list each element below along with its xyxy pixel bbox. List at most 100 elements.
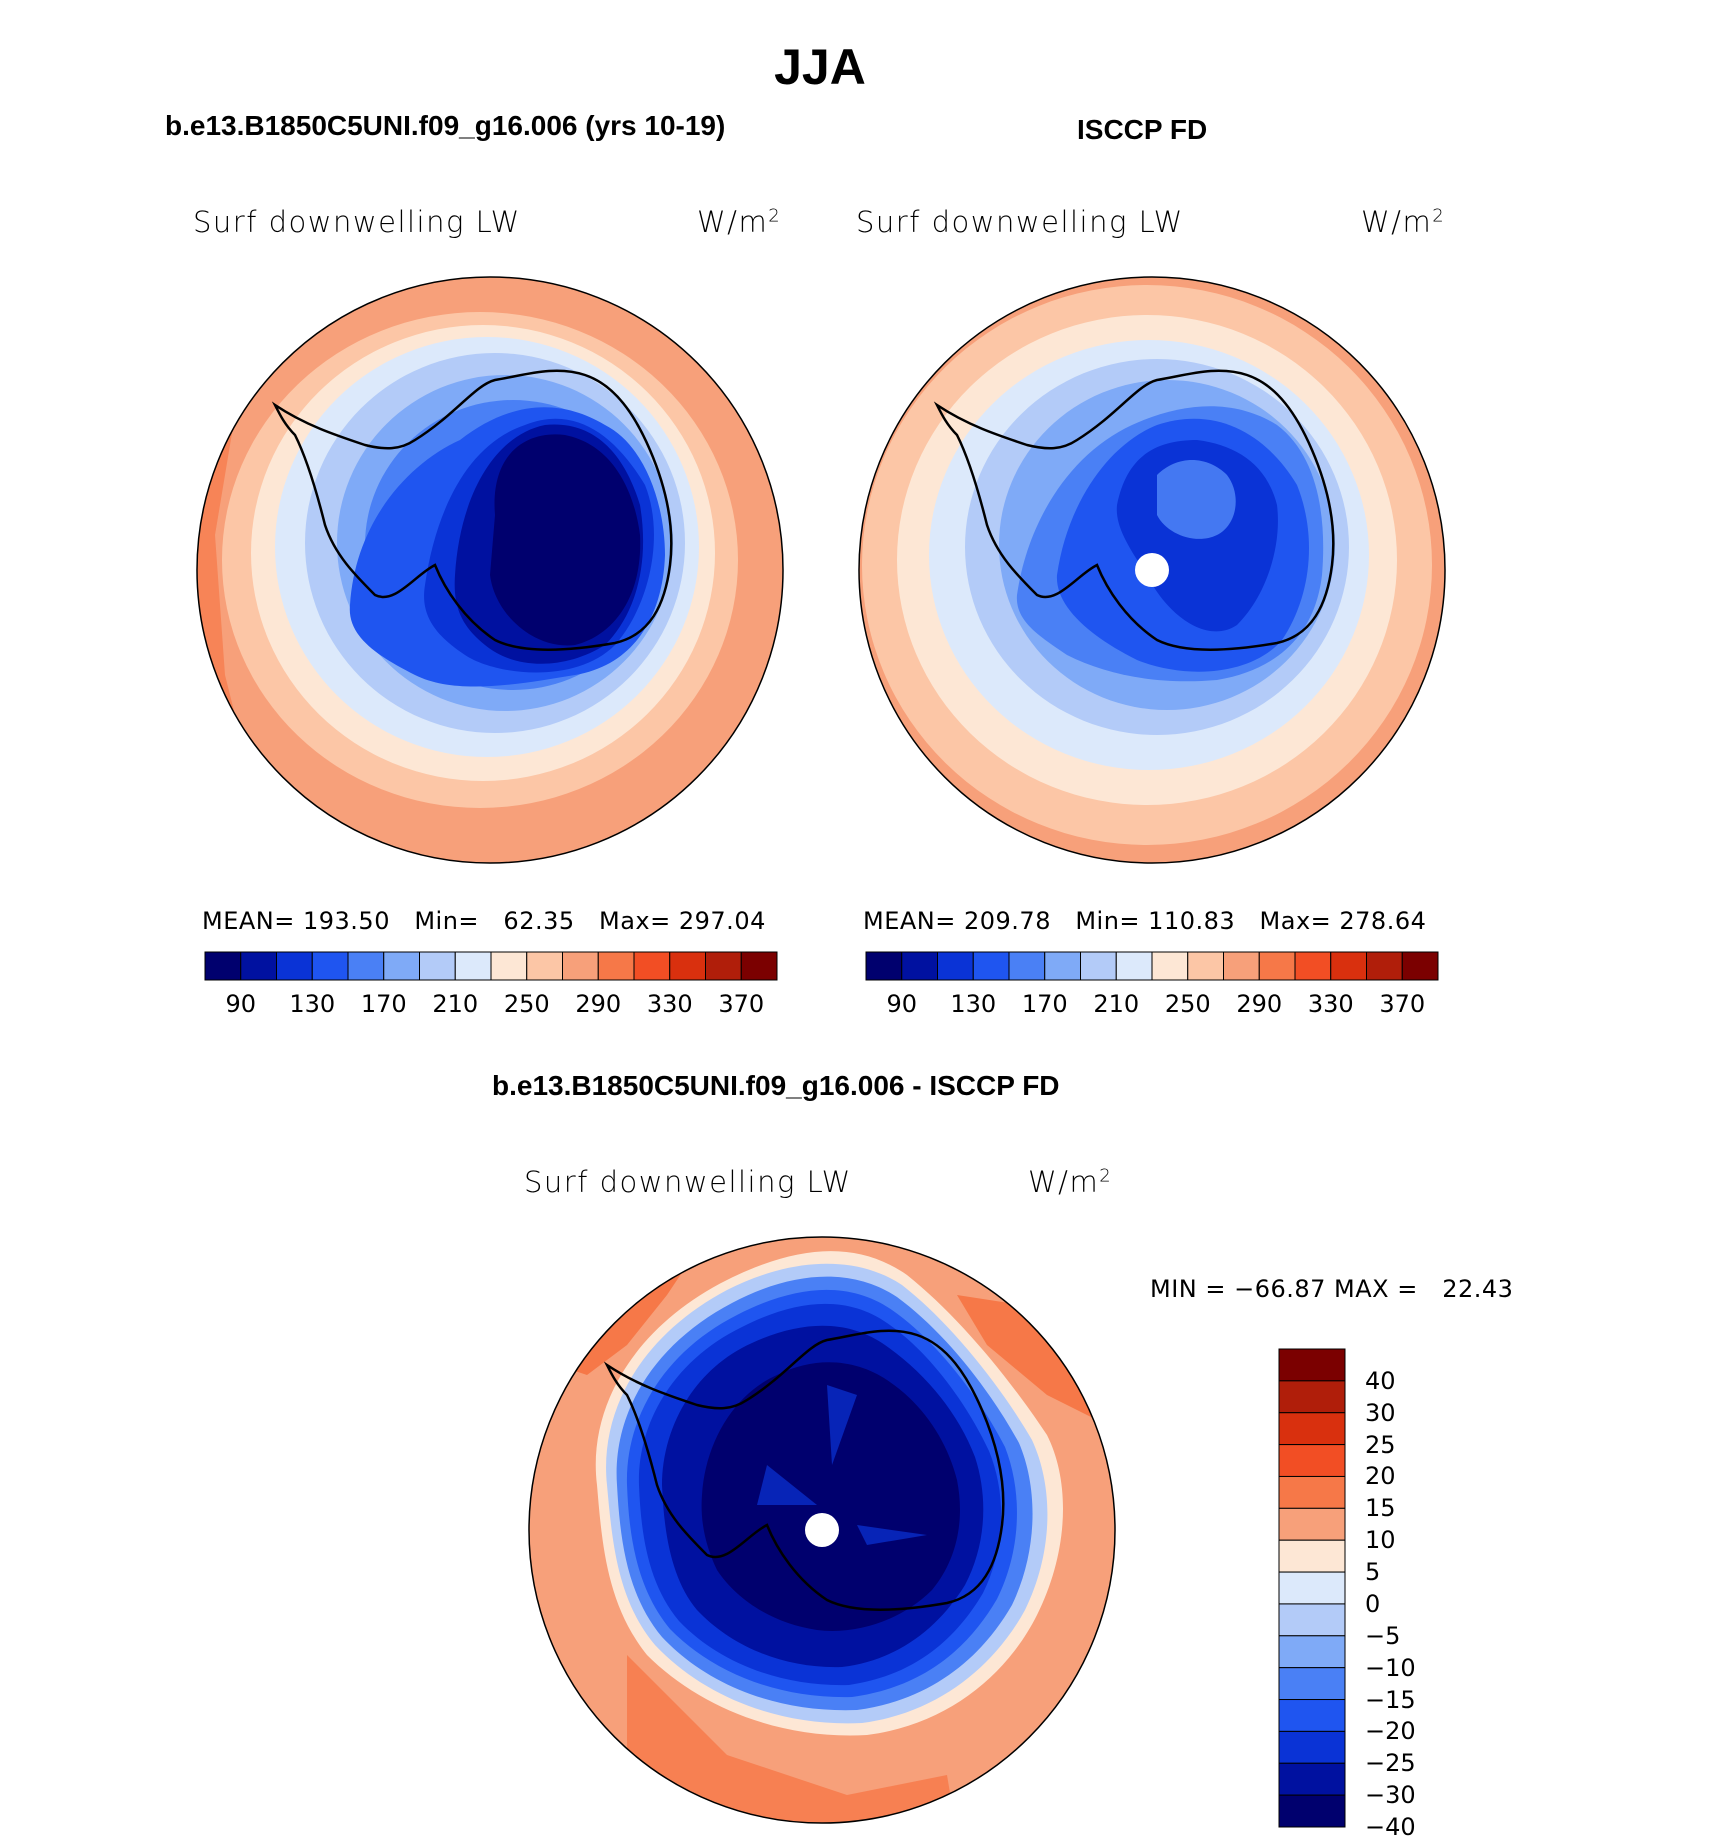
colorbar-tick-label: 370	[1379, 990, 1426, 1018]
colorbar-swatch	[1278, 1699, 1346, 1732]
difference-title: b.e13.B1850C5UNI.f09_g16.006 - ISCCP FD	[492, 1070, 1060, 1101]
obs-polar-map	[858, 276, 1446, 864]
colorbar-swatch	[240, 951, 277, 981]
colorbar-tick-label: 290	[575, 990, 622, 1018]
colorbar-swatch	[1278, 1635, 1346, 1669]
colorbar-swatch	[669, 951, 706, 981]
colorbar-tick-label: 130	[950, 990, 997, 1018]
colorbar-tick-label: 90	[225, 990, 257, 1018]
colorbar-swatch	[865, 951, 903, 981]
colorbar-tick-label: −40	[1365, 1813, 1416, 1841]
colorbar-swatch	[1278, 1603, 1346, 1637]
variable-label: Surf downwelling LW	[193, 205, 521, 239]
colorbar-tick-label: −5	[1365, 1621, 1401, 1650]
colorbar-swatch	[1278, 1762, 1346, 1796]
difference-stats: MIN = −66.87 MAX = 22.43	[1150, 1275, 1514, 1303]
colorbar-tick-label: 15	[1365, 1494, 1396, 1523]
model-case-title: b.e13.B1850C5UNI.f09_g16.006 (yrs 10-19)	[165, 110, 726, 141]
model-stats: MEAN= 193.50 Min= 62.35 Max= 297.04	[202, 907, 766, 935]
variable-label: Surf downwelling LW	[524, 1165, 852, 1199]
colorbar-tick-label: 330	[646, 990, 693, 1018]
colorbar-tick-label: 210	[432, 990, 479, 1018]
colorbar-swatch	[901, 951, 938, 981]
model-colorbar	[204, 951, 778, 981]
colorbar-swatch	[1278, 1667, 1346, 1701]
unit-label: W/m2	[1361, 205, 1446, 239]
colorbar-tick-label: 10	[1365, 1526, 1396, 1555]
colorbar-tick-label: 90	[886, 990, 918, 1018]
colorbar-tick-label: 0	[1365, 1589, 1381, 1618]
colorbar-swatch	[1401, 951, 1439, 981]
colorbar-swatch	[419, 951, 456, 981]
difference-colorbar-labels: 40 30 25 20 15 10 5 0 −5 −10 −15 −20 −25 −30 −40	[1365, 1349, 1485, 1841]
colorbar-tick-label: 210	[1093, 990, 1140, 1018]
colorbar-tick-label: 40	[1365, 1366, 1396, 1395]
colorbar-swatch	[1080, 951, 1117, 981]
colorbar-tick-label: 25	[1365, 1430, 1396, 1459]
colorbar-swatch	[705, 951, 742, 981]
colorbar-tick-label: 290	[1236, 990, 1283, 1018]
colorbar-tick-label: 170	[360, 990, 407, 1018]
variable-label: Surf downwelling LW	[856, 205, 1184, 239]
colorbar-swatch	[1278, 1380, 1346, 1414]
colorbar-swatch	[1278, 1539, 1346, 1573]
colorbar-swatch	[1278, 1412, 1346, 1446]
model-colorbar-labels: 90 130 170 210 250 290 330 370	[205, 990, 777, 1020]
colorbar-swatch	[740, 951, 778, 981]
colorbar-swatch	[1115, 951, 1153, 981]
colorbar-tick-label: 30	[1365, 1398, 1396, 1427]
colorbar-tick-label: 250	[1164, 990, 1211, 1018]
colorbar-swatch	[1294, 951, 1332, 981]
colorbar-tick-label: 5	[1365, 1558, 1381, 1587]
colorbar-tick-label: 330	[1307, 990, 1354, 1018]
colorbar-swatch	[276, 951, 313, 981]
colorbar-tick-label: 170	[1021, 990, 1068, 1018]
colorbar-tick-label: −30	[1365, 1781, 1416, 1810]
colorbar-swatch	[490, 951, 528, 981]
unit-label: W/m2	[697, 205, 782, 239]
colorbar-swatch	[1278, 1348, 1346, 1382]
colorbar-swatch	[311, 951, 349, 981]
colorbar-swatch	[1330, 951, 1367, 981]
colorbar-swatch	[204, 951, 242, 981]
colorbar-swatch	[1278, 1571, 1346, 1605]
colorbar-swatch	[633, 951, 671, 981]
colorbar-tick-label: 20	[1365, 1462, 1396, 1491]
colorbar-swatch	[562, 951, 599, 981]
colorbar-swatch	[1278, 1507, 1346, 1541]
colorbar-swatch	[1044, 951, 1081, 981]
colorbar-swatch	[1187, 951, 1224, 981]
colorbar-swatch	[1366, 951, 1403, 981]
difference-colorbar	[1278, 1348, 1346, 1828]
colorbar-swatch	[597, 951, 635, 981]
colorbar-tick-label: 250	[503, 990, 550, 1018]
figure-title: JJA	[774, 39, 866, 95]
colorbar-swatch	[972, 951, 1010, 981]
colorbar-swatch	[1223, 951, 1260, 981]
colorbar-tick-label: −20	[1365, 1717, 1416, 1746]
colorbar-swatch	[1258, 951, 1296, 981]
colorbar-tick-label: −10	[1365, 1653, 1416, 1682]
colorbar-swatch	[1278, 1794, 1346, 1828]
colorbar-tick-label: 130	[289, 990, 336, 1018]
colorbar-tick-label: −25	[1365, 1749, 1416, 1778]
obs-colorbar	[865, 951, 1439, 981]
obs-colorbar-labels: 90 130 170 210 250 290 330 370	[866, 990, 1438, 1020]
obs-stats: MEAN= 209.78 Min= 110.83 Max= 278.64	[863, 907, 1427, 935]
colorbar-swatch	[1278, 1444, 1346, 1477]
unit-label: W/m2	[1028, 1165, 1113, 1199]
colorbar-tick-label: 370	[718, 990, 765, 1018]
colorbar-swatch	[1151, 951, 1189, 981]
colorbar-swatch	[1278, 1730, 1346, 1764]
colorbar-swatch	[1008, 951, 1046, 981]
colorbar-swatch	[1278, 1475, 1346, 1509]
difference-polar-map	[528, 1236, 1116, 1824]
obs-case-title: ISCCP FD	[1077, 114, 1208, 145]
model-polar-map	[196, 276, 784, 864]
colorbar-swatch	[347, 951, 385, 981]
colorbar-swatch	[383, 951, 420, 981]
colorbar-swatch	[526, 951, 563, 981]
colorbar-swatch	[454, 951, 492, 981]
colorbar-tick-label: −15	[1365, 1685, 1416, 1714]
colorbar-swatch	[937, 951, 974, 981]
